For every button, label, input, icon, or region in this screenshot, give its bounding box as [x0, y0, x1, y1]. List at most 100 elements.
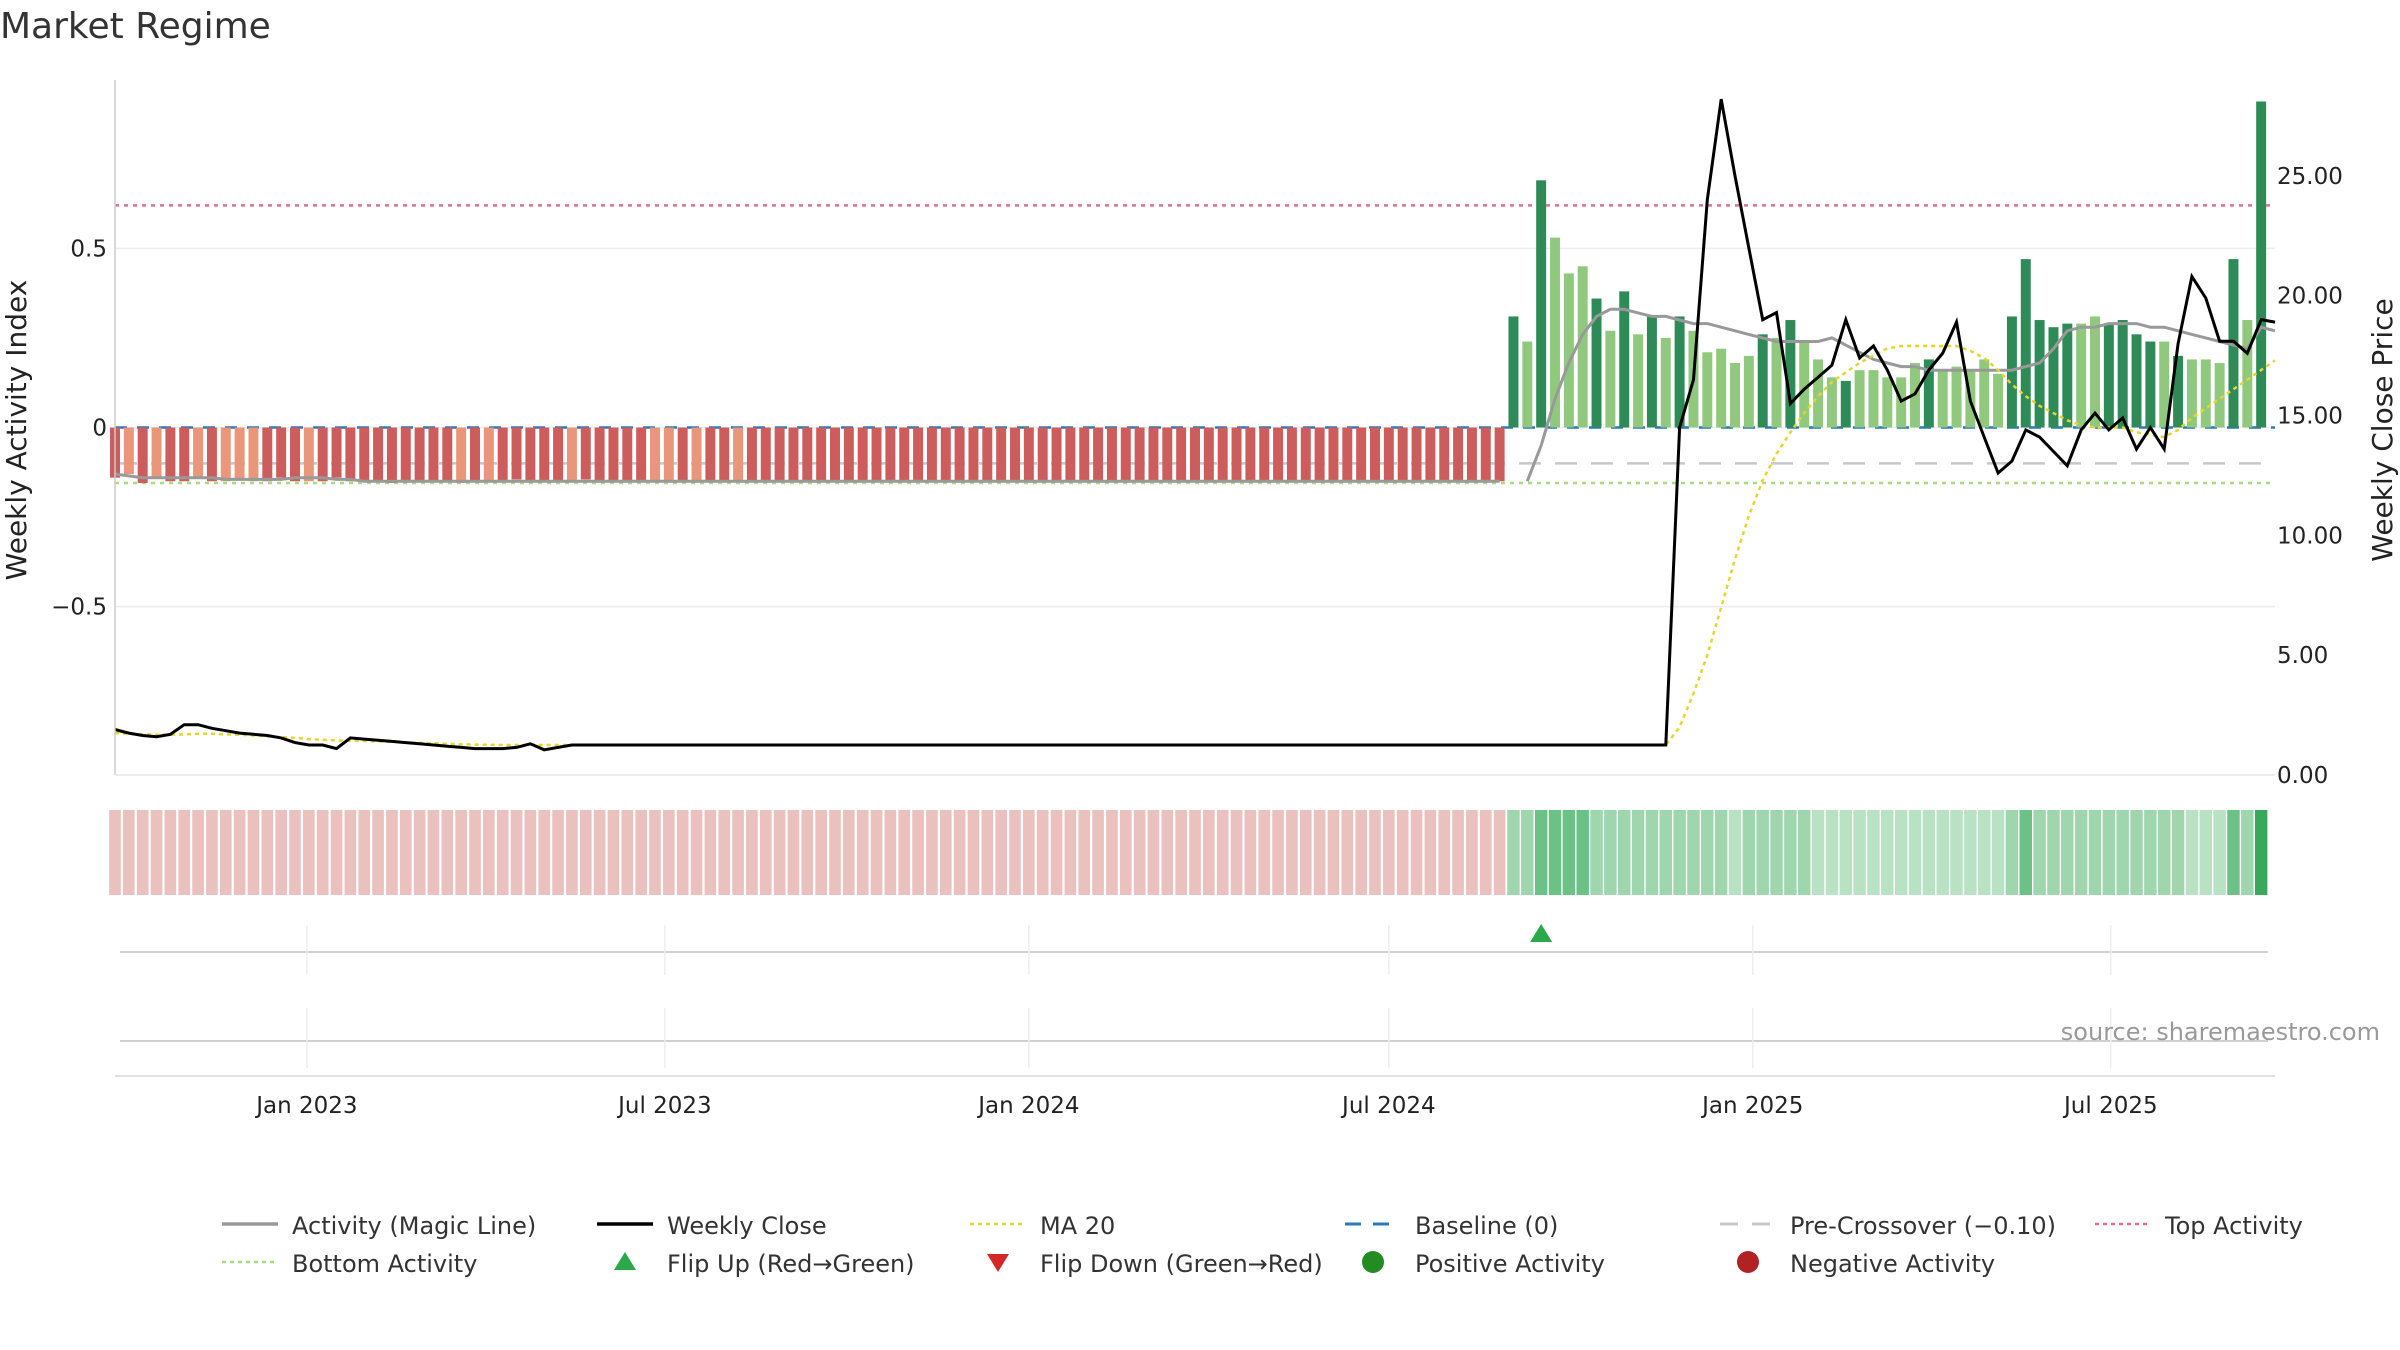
legend-item-close: Weekly Close [597, 1212, 827, 1240]
activity-bar-positive [2090, 316, 2100, 428]
activity-bar-negative [248, 427, 259, 482]
strip-cell-red [787, 810, 800, 895]
strip-cell-red [1078, 810, 1091, 895]
source-label: source: sharemaestro.com [2061, 1018, 2380, 1046]
strip-cell-green [2130, 810, 2143, 895]
strip-cell-red [455, 810, 467, 895]
activity-bar-positive [2173, 355, 2184, 428]
strip-cell-red [663, 810, 675, 895]
activity-bar-positive [1923, 359, 1934, 428]
strip-cell-green [1590, 810, 1603, 895]
activity-bar-positive [2159, 341, 2170, 428]
strip-cell-red [1175, 810, 1187, 895]
activity-bar-negative [483, 427, 494, 482]
strip-cell-red [1369, 810, 1381, 895]
strip-cell-green [1562, 810, 1576, 895]
strip-cell-red [206, 810, 218, 895]
legend-item-bottom: Bottom Activity [222, 1250, 477, 1278]
activity-bar-negative [428, 427, 439, 482]
activity-bar-negative [373, 427, 384, 482]
activity-bar-negative [1162, 427, 1173, 482]
activity-bar-positive [1979, 359, 1990, 428]
activity-bars [110, 101, 2267, 484]
activity-bar-negative [691, 427, 702, 482]
legend-label: Flip Up (Red→Green) [667, 1250, 915, 1278]
activity-bar-negative [940, 427, 951, 482]
activity-bar-positive [2214, 363, 2225, 428]
strip-cell-red [953, 810, 966, 895]
strip-cell-red [981, 810, 994, 895]
activity-bar-negative [719, 427, 730, 482]
strip-cell-red [1396, 810, 1409, 895]
activity-bar-positive [2242, 320, 2253, 428]
legend-swatch-circle [1737, 1251, 1759, 1273]
right-tick-label: 5.00 [2277, 643, 2328, 669]
activity-bar-negative [1190, 427, 1200, 482]
flip-up-marker [1530, 924, 1553, 942]
strip-cell-red [1009, 810, 1021, 895]
strip-cell-green [1798, 810, 1811, 895]
strip-cell-green [1576, 810, 1589, 895]
right-tick-label: 25.00 [2277, 164, 2343, 190]
magic-line-pre [114, 472, 1500, 483]
activity-bar-positive [2117, 320, 2128, 428]
activity-bar-negative [816, 427, 827, 482]
strip-cell-red [635, 810, 647, 895]
strip-cell-red [1479, 810, 1492, 895]
legend-item-ma20: MA 20 [970, 1212, 1115, 1240]
legend: Activity (Magic Line) Weekly Close MA 20 Ba… [222, 1212, 2303, 1278]
strip-cell-green [1811, 810, 1825, 895]
strip-cell-red [1036, 810, 1049, 895]
chart-title: Market Regime [0, 6, 271, 47]
strip-cell-green [2199, 810, 2212, 895]
activity-bar-positive [1937, 370, 1948, 428]
strip-cell-red [926, 810, 938, 895]
strip-cell-green [1936, 810, 1949, 895]
activity-bar-negative [345, 427, 356, 482]
activity-bar-negative [193, 427, 204, 478]
activity-bar-positive [1826, 377, 1837, 428]
strip-cell-red [579, 810, 592, 895]
strip-cell-red [649, 810, 661, 895]
strip-cell-red [552, 810, 564, 895]
activity-bar-positive [2103, 323, 2114, 428]
strip-cell-green [2102, 810, 2116, 895]
strip-cell-green [2074, 810, 2088, 895]
strip-cell-red [303, 810, 315, 895]
activity-bar-negative [331, 427, 342, 478]
strip-cell-red [718, 810, 731, 895]
strip-cell-red [967, 810, 980, 895]
activity-bar-negative [137, 427, 148, 484]
activity-bar-positive [1730, 363, 1740, 428]
strip-cell-green [2144, 810, 2157, 895]
activity-bar-negative [733, 427, 744, 482]
strip-cell-red [746, 810, 758, 895]
activity-bar-negative [1037, 427, 1048, 482]
strip-cell-red [399, 810, 412, 895]
activity-bar-positive [1563, 273, 1574, 428]
strip-cell-green [1645, 810, 1659, 895]
strip-cell-red [358, 810, 371, 895]
legend-label: Activity (Magic Line) [292, 1212, 536, 1240]
activity-bar-negative [899, 427, 910, 482]
legend-item-pos: Positive Activity [1362, 1250, 1605, 1278]
activity-bar-positive [1591, 298, 1602, 428]
strip-cell-red [1106, 810, 1118, 895]
activity-bar-negative [1370, 427, 1380, 482]
activity-bar-positive [2256, 101, 2267, 428]
left-tick-label: −0.5 [51, 595, 107, 621]
activity-bar-positive [1854, 370, 1865, 428]
activity-bar-negative [276, 427, 287, 478]
activity-bar-negative [566, 427, 577, 482]
left-tick-label: 0.5 [70, 236, 107, 262]
activity-bar-positive [1522, 341, 1533, 428]
activity-bar-positive [1757, 334, 1768, 428]
legend-label: Flip Down (Green→Red) [1040, 1250, 1323, 1278]
activity-bar-negative [1065, 427, 1076, 482]
flip-panel [120, 924, 2268, 953]
strip-cell-red [136, 810, 149, 895]
strip-cell-red [233, 810, 246, 895]
strip-cell-red [164, 810, 177, 895]
activity-bar-negative [123, 427, 134, 475]
activity-bar-negative [1148, 427, 1159, 482]
